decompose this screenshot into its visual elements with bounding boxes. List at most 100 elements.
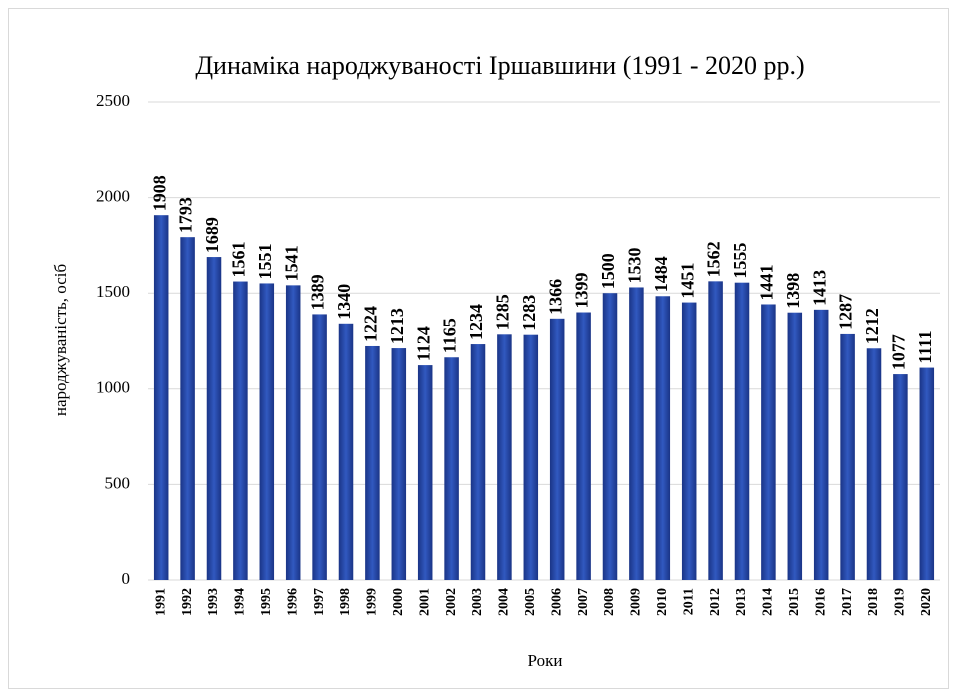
bar — [866, 348, 882, 580]
bar — [259, 283, 275, 580]
y-tick-label: 1000 — [96, 378, 130, 397]
data-label: 1562 — [704, 241, 724, 277]
data-label: 1077 — [889, 334, 909, 370]
data-label: 1399 — [572, 273, 592, 309]
x-tick-label: 2010 — [655, 588, 670, 616]
bar — [365, 345, 380, 580]
bar — [787, 312, 803, 580]
x-tick-label: 1996 — [285, 588, 300, 616]
x-tick-label: 2009 — [629, 588, 644, 616]
x-tick-label: 1994 — [233, 588, 248, 616]
bar — [338, 323, 354, 580]
data-label: 1224 — [361, 306, 381, 342]
x-tick-label: 2003 — [470, 588, 485, 616]
data-label: 1234 — [466, 304, 486, 340]
data-label: 1555 — [730, 243, 750, 279]
data-label: 1212 — [862, 308, 882, 344]
bar — [761, 304, 776, 580]
x-tick-label: 1999 — [365, 588, 380, 616]
x-tick-label: 2015 — [787, 588, 802, 616]
data-label: 1287 — [836, 294, 856, 330]
x-tick-label: 2000 — [391, 588, 406, 616]
data-label: 1530 — [625, 247, 645, 283]
data-label: 1283 — [519, 295, 539, 331]
x-axis-title: Роки — [528, 651, 563, 670]
data-label: 1484 — [651, 256, 671, 292]
y-tick-label: 2500 — [96, 91, 130, 110]
bar — [734, 282, 750, 580]
data-label: 1285 — [493, 294, 513, 330]
data-label: 1111 — [915, 331, 935, 364]
y-tick-label: 2000 — [96, 187, 130, 206]
data-label: 1541 — [281, 245, 301, 281]
x-tick-label: 2002 — [444, 588, 459, 616]
data-label: 1398 — [783, 273, 803, 309]
x-tick-label: 2005 — [523, 588, 538, 616]
bar — [893, 374, 908, 580]
data-label: 1793 — [176, 197, 196, 233]
x-tick-label: 2007 — [576, 588, 591, 616]
bar — [655, 296, 671, 580]
y-tick-label: 1500 — [96, 282, 130, 301]
x-tick-label: 1997 — [312, 588, 327, 616]
y-tick-label: 0 — [122, 569, 131, 588]
bar — [497, 334, 512, 580]
x-tick-label: 2013 — [734, 588, 749, 616]
x-tick-label: 1993 — [206, 588, 221, 616]
x-tick-label: 2019 — [893, 588, 908, 616]
bar — [206, 257, 222, 580]
data-label: 1340 — [334, 284, 354, 320]
x-tick-label: 1998 — [338, 588, 353, 616]
data-label: 1551 — [255, 243, 275, 279]
data-label: 1165 — [440, 318, 460, 353]
data-label: 1389 — [308, 274, 328, 310]
bar — [549, 318, 565, 580]
data-label: 1451 — [677, 263, 697, 299]
x-tick-label: 2008 — [602, 588, 617, 616]
bar — [153, 215, 169, 580]
y-axis-title: народжуваність, осіб — [51, 264, 70, 416]
bar — [312, 314, 327, 580]
x-tick-label: 2006 — [549, 588, 564, 616]
data-label: 1908 — [149, 175, 169, 211]
bar — [391, 348, 407, 580]
bar — [576, 312, 591, 580]
x-tick-label: 2001 — [417, 588, 432, 616]
data-label: 1500 — [598, 253, 618, 289]
data-label: 1689 — [202, 217, 222, 253]
bar — [470, 344, 486, 580]
data-label: 1413 — [809, 270, 829, 306]
data-label: 1366 — [545, 279, 565, 315]
bar — [813, 309, 829, 580]
data-label: 1213 — [387, 308, 407, 344]
bar — [708, 281, 723, 580]
bar — [840, 333, 855, 580]
x-tick-label: 1991 — [153, 588, 168, 616]
bar — [417, 365, 433, 580]
bar — [444, 357, 459, 580]
x-tick-label: 2016 — [813, 588, 828, 616]
bar — [233, 281, 248, 580]
x-tick-label: 1992 — [180, 588, 195, 616]
x-tick-label: 2012 — [708, 588, 723, 616]
x-tick-label: 2020 — [919, 588, 934, 616]
x-tick-label: 2011 — [681, 588, 696, 615]
bar — [285, 285, 301, 580]
bar — [523, 334, 539, 580]
chart-title: Динаміка народжуваності Іршавшини (1991 … — [195, 51, 804, 80]
x-tick-label: 2017 — [840, 588, 855, 616]
y-tick-label: 500 — [105, 473, 131, 492]
data-label: 1124 — [413, 326, 433, 361]
bar — [629, 287, 644, 580]
x-tick-label: 2018 — [866, 588, 881, 616]
data-label: 1561 — [229, 242, 249, 278]
bar — [180, 237, 195, 580]
x-tick-label: 1995 — [259, 588, 274, 616]
x-tick-label: 2014 — [761, 588, 776, 616]
data-label: 1441 — [757, 264, 777, 300]
x-tick-label: 2004 — [497, 588, 512, 616]
bar — [919, 367, 935, 580]
bar — [681, 302, 697, 580]
bar — [602, 293, 618, 580]
